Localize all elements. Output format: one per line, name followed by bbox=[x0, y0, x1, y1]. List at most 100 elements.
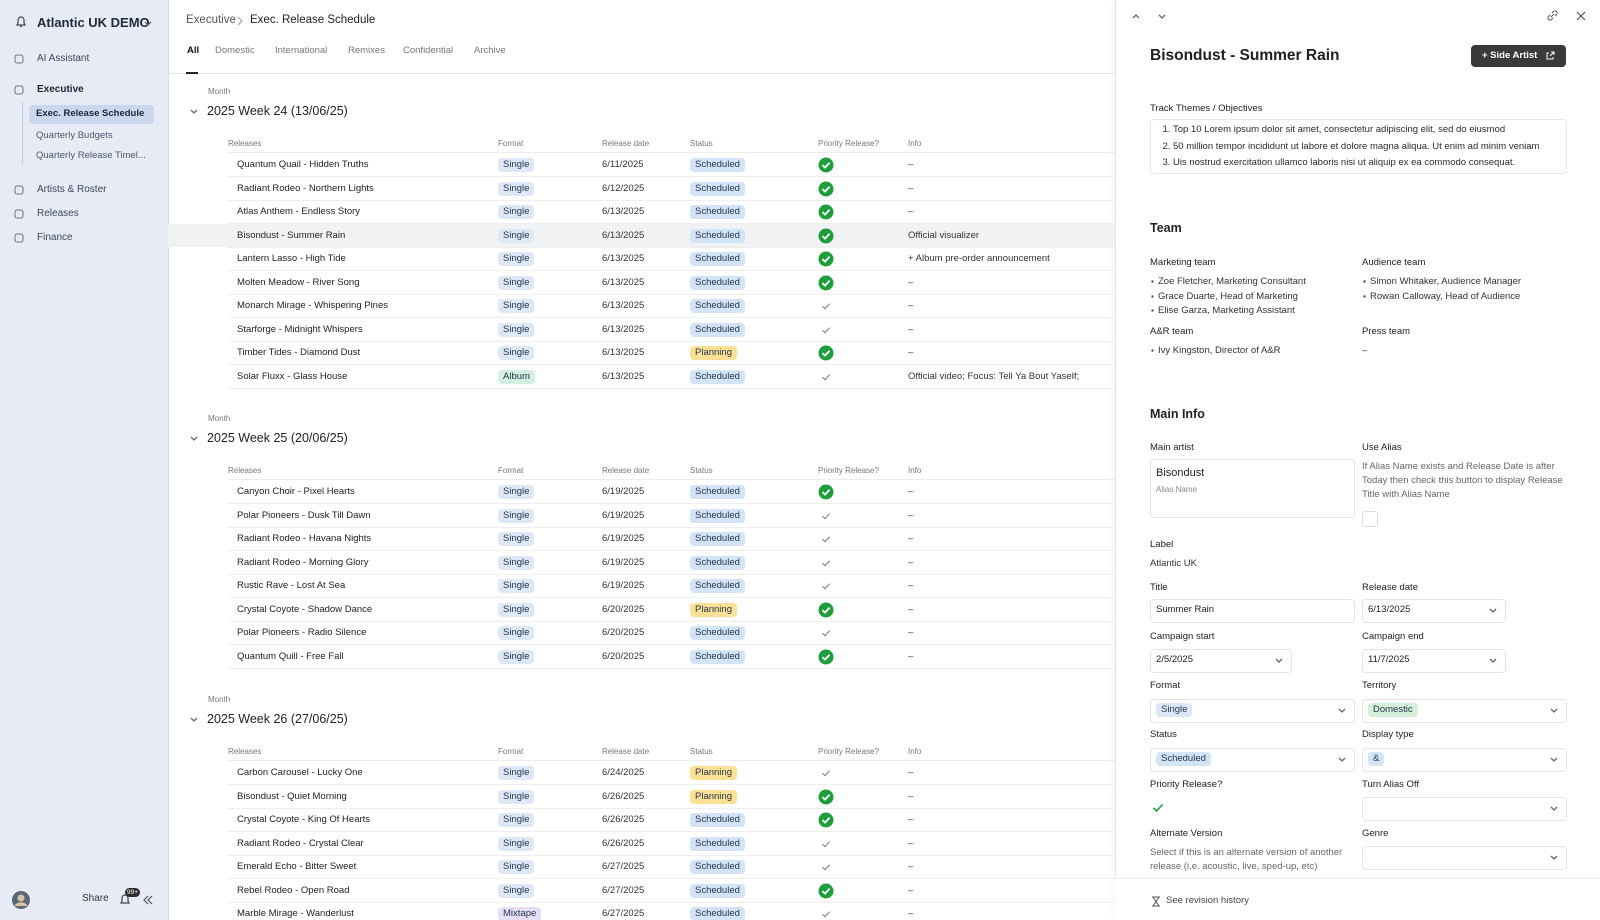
field-box[interactable] bbox=[1150, 649, 1292, 673]
column-header[interactable]: Releases bbox=[228, 747, 262, 756]
field-box[interactable] bbox=[1150, 699, 1355, 723]
release-cell[interactable]: Polar Pioneers - Radio Silence bbox=[237, 627, 367, 638]
group-title[interactable]: 2025 Week 24 (13/06/25) bbox=[207, 104, 348, 118]
release-cell[interactable]: Canyon Choir - Pixel Hearts bbox=[237, 486, 355, 497]
subnav-item[interactable]: Exec. Release Schedule bbox=[36, 108, 145, 119]
release-cell[interactable]: Monarch Mirage - Whispering Pines bbox=[237, 300, 389, 311]
nav-item[interactable]: Artists & Roster bbox=[37, 184, 107, 195]
use-alias-checkbox[interactable] bbox=[1362, 511, 1378, 527]
column-header[interactable]: Priority Release? bbox=[818, 747, 879, 756]
tab[interactable]: Archive bbox=[474, 45, 506, 56]
tab[interactable]: Remixes bbox=[348, 45, 385, 56]
format-badge[interactable]: Single bbox=[1156, 703, 1193, 717]
release-cell[interactable]: Molten Meadow - River Song bbox=[237, 276, 360, 288]
info-cell: Official visualizer bbox=[908, 229, 980, 241]
field-box[interactable] bbox=[1362, 846, 1567, 870]
date-cell: 6/27/2025 bbox=[602, 884, 645, 896]
field-value[interactable]: 6/13/2025 bbox=[1368, 604, 1411, 615]
release-cell[interactable]: Carbon Carousel - Lucky One bbox=[237, 767, 363, 778]
release-cell[interactable]: Timber Tides - Diamond Dust bbox=[237, 347, 361, 358]
main-artist-box[interactable] bbox=[1150, 459, 1355, 518]
release-cell[interactable]: Radiant Rodeo - Northern Lights bbox=[237, 182, 374, 194]
nav-item[interactable]: Finance bbox=[37, 232, 73, 243]
column-header[interactable]: Info bbox=[908, 139, 922, 148]
field-value[interactable]: 2/5/2025 bbox=[1156, 654, 1193, 665]
release-cell[interactable]: Rustic Rave - Lost At Sea bbox=[237, 580, 346, 591]
release-cell[interactable]: Atlas Anthem - Endless Story bbox=[237, 206, 361, 217]
field-box[interactable] bbox=[1362, 599, 1506, 623]
release-cell[interactable]: Crystal Coyote - Shadow Dance bbox=[237, 603, 373, 615]
column-header[interactable]: Status bbox=[690, 139, 713, 148]
field-box[interactable] bbox=[1362, 649, 1506, 673]
column-header[interactable]: Release date bbox=[602, 139, 650, 148]
column-header[interactable]: Releases bbox=[228, 139, 262, 148]
tab[interactable]: International bbox=[275, 45, 328, 56]
row-divider bbox=[228, 901, 1115, 903]
release-cell[interactable]: Quantum Quill - Free Fall bbox=[237, 650, 344, 662]
date-cell: 6/19/2025 bbox=[602, 556, 645, 568]
nav-item[interactable]: Executive bbox=[37, 84, 84, 95]
release-cell[interactable]: Lantern Lasso - High Tide bbox=[237, 253, 346, 264]
column-header[interactable]: Releases bbox=[228, 466, 262, 475]
tab[interactable]: Confidential bbox=[403, 45, 454, 56]
tab[interactable]: Domestic bbox=[215, 45, 255, 56]
release-cell[interactable]: Marble Mirage - Wanderlust bbox=[237, 908, 354, 919]
workspace-name[interactable]: Atlantic UK DEMO bbox=[37, 15, 150, 30]
breadcrumb-separator bbox=[237, 16, 243, 26]
nav-item[interactable]: Releases bbox=[37, 208, 79, 219]
release-cell[interactable]: Crystal Coyote - King Of Hearts bbox=[237, 814, 371, 825]
release-cell[interactable]: Emerald Echo - Bitter Sweet bbox=[237, 861, 357, 872]
format-badge: Single bbox=[498, 322, 535, 337]
column-header[interactable]: Info bbox=[908, 747, 922, 756]
column-header[interactable]: Release date bbox=[602, 747, 650, 756]
date-cell: 6/26/2025 bbox=[602, 814, 645, 825]
revision-history-link[interactable]: See revision history bbox=[1166, 895, 1249, 906]
release-cell[interactable]: Polar Pioneers - Dusk Till Dawn bbox=[237, 509, 371, 521]
field-box[interactable] bbox=[1150, 599, 1355, 623]
column-header[interactable]: Status bbox=[690, 747, 713, 756]
column-header[interactable]: Format bbox=[498, 466, 524, 475]
nav-item[interactable]: AI Assistant bbox=[37, 53, 90, 64]
breadcrumb-item[interactable]: Exec. Release Schedule bbox=[250, 14, 376, 26]
field-value[interactable]: 11/7/2025 bbox=[1368, 654, 1410, 665]
subnav-item[interactable]: Quarterly Release Timel... bbox=[36, 150, 146, 161]
info-cell: Official video; Focus: Tell Ya Bout Yase… bbox=[908, 370, 1080, 382]
release-cell[interactable]: Bisondust - Quiet Morning bbox=[237, 790, 347, 802]
status-badge: Scheduled bbox=[690, 181, 745, 196]
status-badge[interactable]: Scheduled bbox=[1156, 752, 1211, 766]
tab[interactable]: All bbox=[187, 45, 200, 56]
field-box[interactable] bbox=[1362, 797, 1567, 821]
release-cell[interactable]: Starforge - Midnight Whispers bbox=[237, 323, 363, 335]
column-header[interactable]: Status bbox=[690, 466, 713, 475]
external-icon bbox=[1546, 51, 1555, 60]
breadcrumb-item[interactable]: Executive bbox=[186, 14, 236, 26]
nav-icon bbox=[14, 209, 24, 219]
display-type-badge[interactable]: & bbox=[1368, 752, 1385, 766]
field-value[interactable]: Summer Rain bbox=[1156, 604, 1215, 615]
column-header[interactable]: Release date bbox=[602, 466, 650, 475]
section-heading: Team bbox=[1150, 221, 1182, 235]
release-cell[interactable]: Rebel Rodeo - Open Road bbox=[237, 884, 350, 896]
release-cell[interactable]: Radiant Rodeo - Morning Glory bbox=[237, 556, 369, 568]
subnav-item[interactable]: Quarterly Budgets bbox=[36, 130, 113, 141]
group-title[interactable]: 2025 Week 26 (27/06/25) bbox=[207, 712, 348, 726]
column-header[interactable]: Priority Release? bbox=[818, 139, 879, 148]
release-cell[interactable]: Bisondust - Summer Rain bbox=[237, 229, 346, 241]
column-header[interactable]: Priority Release? bbox=[818, 466, 879, 475]
release-cell[interactable]: Quantum Quail - Hidden Truths bbox=[237, 159, 369, 170]
column-header[interactable]: Info bbox=[908, 466, 922, 475]
priority-check bbox=[818, 275, 834, 290]
format-badge: Single bbox=[498, 602, 535, 617]
share-button[interactable]: Share bbox=[82, 893, 109, 904]
field-box[interactable] bbox=[1362, 748, 1567, 772]
column-header[interactable]: Format bbox=[498, 139, 524, 148]
territory-badge[interactable]: Domestic bbox=[1368, 703, 1418, 717]
release-cell[interactable]: Radiant Rodeo - Havana Nights bbox=[237, 533, 372, 544]
side-artist-label[interactable]: + Side Artist bbox=[1482, 50, 1538, 61]
row-divider bbox=[228, 667, 1115, 669]
side-artist-button[interactable] bbox=[1471, 45, 1566, 67]
column-header[interactable]: Format bbox=[498, 747, 524, 756]
release-cell[interactable]: Radiant Rodeo - Crystal Clear bbox=[237, 837, 364, 849]
group-title[interactable]: 2025 Week 25 (20/06/25) bbox=[207, 431, 348, 445]
release-cell[interactable]: Solar Fluxx - Glass House bbox=[237, 370, 348, 382]
